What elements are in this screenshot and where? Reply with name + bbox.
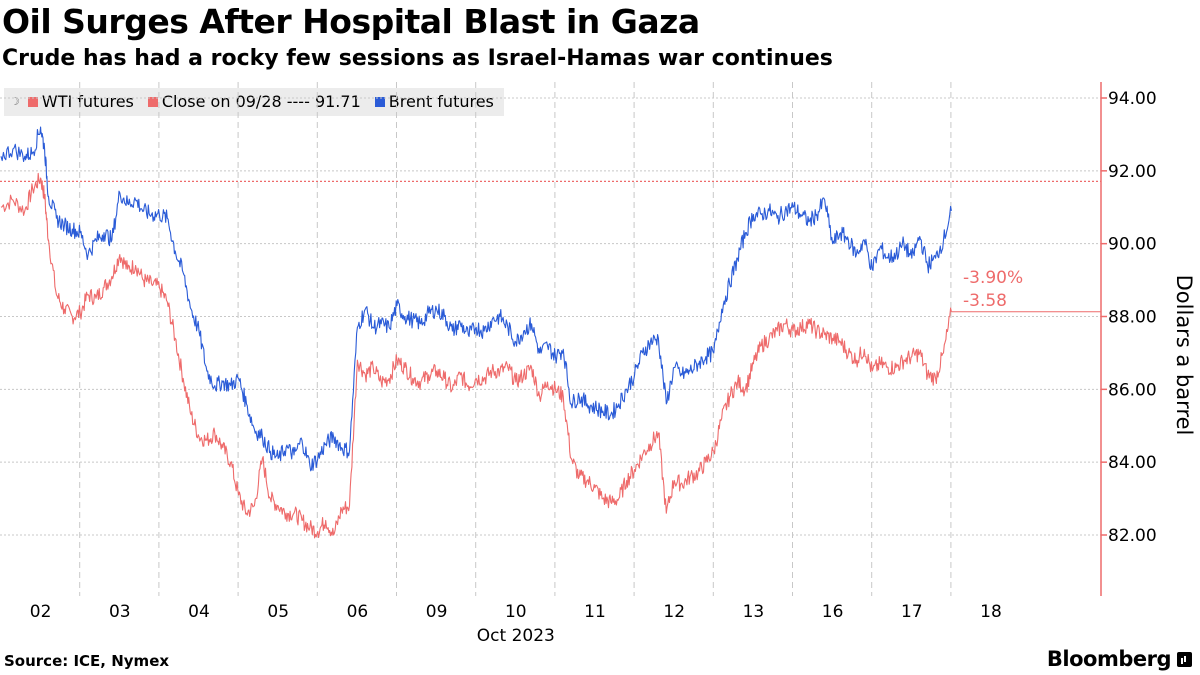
legend-label-brent: Brent futures [388,92,494,111]
x-tick-label: 10 [505,602,527,622]
bloomberg-logo: Bloomberg [1047,647,1192,671]
legend: ☽ WTI futures Close on 09/28 ---- 91.71 … [4,88,504,116]
x-axis-label: Oct 2023 [477,626,555,646]
y-tick-label: 94.00 [1108,89,1157,109]
chart-title: Oil Surges After Hospital Blast in Gaza [2,2,700,41]
x-tick-label: 11 [584,602,606,622]
x-tick-label: 02 [30,602,52,622]
x-tick-label: 06 [347,602,369,622]
x-tick-label: 05 [267,602,289,622]
legend-label-wti: WTI futures [41,92,134,111]
annotation-abs-change: -3.58 [963,291,1007,311]
legend-swatch-close [147,97,158,107]
y-tick-label: 92.00 [1108,162,1157,182]
legend-item-close[interactable]: Close on 09/28 ---- 91.71 [147,88,361,116]
series-lines [0,126,1101,539]
x-tick-label: 16 [822,602,844,622]
x-axis: 02 03 04 05 06 09 10 11 12 13 16 17 18 [30,602,1002,622]
chart-subtitle: Crude has had a rocky few sessions as Is… [2,46,833,71]
y-tick-label: 86.00 [1108,380,1157,400]
pin-icon[interactable]: ☽ [10,95,20,108]
x-tick-label: 03 [109,602,131,622]
bloomberg-terminal-icon [1177,651,1192,667]
legend-item-wti[interactable]: WTI futures [27,88,134,116]
x-tick-label: 18 [980,602,1002,622]
gridlines [0,82,1101,596]
series-line-wti [0,172,952,539]
x-tick-label: 04 [188,602,210,622]
x-tick-label: 13 [743,602,765,622]
legend-item-brent[interactable]: Brent futures [374,88,494,116]
y-tick-label: 82.00 [1108,526,1157,546]
y-tick-label: 88.00 [1108,308,1157,328]
x-tick-label: 12 [663,602,685,622]
y-axis: 82.00 84.00 86.00 88.00 90.00 92.00 94.00 [1100,82,1157,596]
source-note: Source: ICE, Nymex [4,652,170,670]
y-tick-label: 90.00 [1108,235,1157,255]
series-line-brent [0,126,952,472]
annotation-percent-change: -3.90% [963,268,1023,288]
legend-label-close: Close on 09/28 ---- 91.71 [161,92,361,111]
y-tick-label: 84.00 [1108,453,1157,473]
legend-swatch-brent [374,97,385,107]
x-tick-label: 09 [426,602,448,622]
legend-swatch-wti [27,97,38,107]
series-brent [0,126,952,472]
series-wti [0,172,952,539]
brand-name: Bloomberg [1046,647,1172,671]
y-axis-label: Dollars a barrel [1172,275,1196,436]
x-tick-label: 17 [901,602,923,622]
